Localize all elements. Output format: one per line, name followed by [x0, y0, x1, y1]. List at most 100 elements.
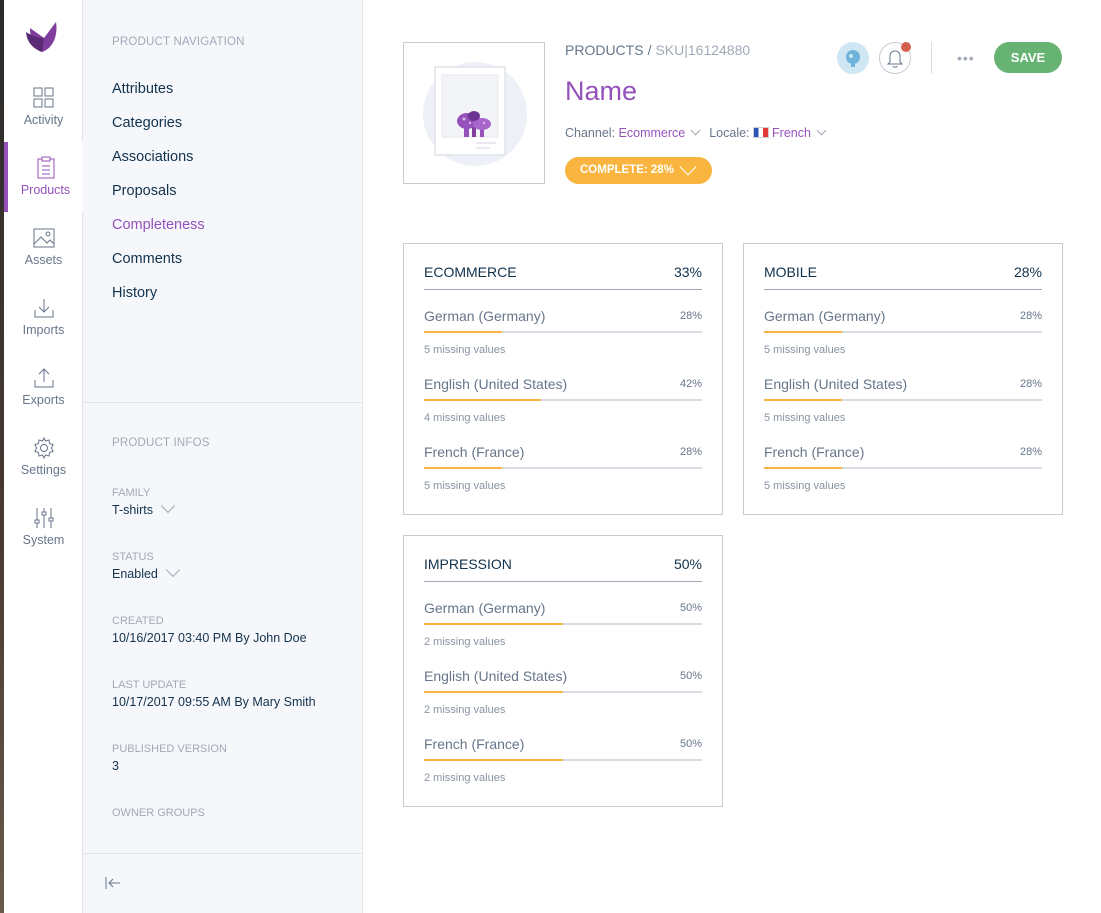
channel-ratio: 28% — [1013, 264, 1042, 280]
published-version-value: 3 — [112, 759, 119, 773]
channel-value: Ecommerce — [618, 126, 686, 140]
progress-track — [764, 467, 1042, 469]
imports-icon — [34, 299, 53, 318]
locale-row: French (France) 28% 5 missing values — [424, 444, 702, 498]
card-header: ECOMMERCE 33% — [424, 264, 702, 290]
status-label: STATUS — [112, 551, 154, 563]
locale-row: English (United States) 28% 5 missing va… — [764, 376, 1042, 430]
channel-name: MOBILE — [764, 264, 817, 280]
missing-values-link[interactable]: 5 missing values — [764, 412, 846, 424]
nav-item-exports[interactable]: Exports — [4, 352, 83, 422]
channel-card: ECOMMERCE 33% German (Germany) 28% 5 mis… — [403, 243, 723, 515]
missing-values-link[interactable]: 5 missing values — [424, 480, 506, 492]
missing-values-link[interactable]: 2 missing values — [424, 704, 506, 716]
akeneo-logo-icon[interactable] — [24, 18, 62, 54]
owner-groups-label: OWNER GROUPS — [112, 807, 205, 819]
channel-card: IMPRESSION 50% German (Germany) 50% 2 mi… — [403, 535, 723, 807]
last-update-value: 10/17/2017 09:55 AM By Mary Smith — [112, 695, 316, 709]
progress-track — [424, 691, 702, 693]
completeness-dropdown[interactable]: COMPLETE: 28% — [565, 157, 712, 184]
missing-values-link[interactable]: 4 missing values — [424, 412, 506, 424]
nav-item-products[interactable]: Products — [4, 142, 83, 212]
locale-name: German (Germany) — [424, 308, 546, 324]
channel-ratio: 50% — [673, 556, 702, 572]
nav-item-system[interactable]: System — [4, 492, 83, 562]
assets-icon — [33, 228, 54, 248]
breadcrumb-products-link[interactable]: PRODUCTS — [565, 42, 644, 58]
locale-name: English (United States) — [424, 668, 568, 684]
chevron-down-icon — [816, 125, 827, 136]
breadcrumb-sku: SKU|16124880 — [655, 42, 751, 58]
locale-value: French — [772, 126, 811, 140]
locale-row: French (France) 28% 5 missing values — [764, 444, 1042, 498]
collapse-column-icon[interactable] — [105, 876, 121, 890]
nav-item-settings[interactable]: Settings — [4, 422, 83, 492]
channel-label: Channel: — [565, 126, 616, 140]
column-link-associations[interactable]: Associations — [112, 149, 194, 165]
missing-values-link[interactable]: 5 missing values — [764, 344, 846, 356]
column-link-proposals[interactable]: Proposals — [112, 183, 177, 199]
locale-ratio: 50% — [679, 738, 702, 750]
progress-fill — [764, 467, 842, 469]
column-link-comments[interactable]: Comments — [112, 251, 183, 267]
channel-switcher[interactable]: Channel: Ecommerce — [565, 125, 709, 140]
missing-values-link[interactable]: 2 missing values — [424, 772, 506, 784]
page-title: Name — [565, 76, 638, 106]
family-value: T-shirts — [112, 503, 153, 517]
product-thumbnail[interactable] — [403, 42, 545, 184]
main-content: PRODUCTS / SKU|16124880 Name Channel: Ecom… — [363, 0, 1101, 913]
activity-icon — [33, 87, 53, 108]
locale-row: German (Germany) 28% 5 missing values — [424, 308, 702, 362]
locale-ratio: 28% — [1019, 310, 1042, 322]
notification-dot — [901, 42, 911, 52]
save-button[interactable]: SAVE — [994, 42, 1062, 73]
locale-switcher[interactable]: Locale: French — [709, 125, 835, 140]
locale-ratio: 50% — [679, 602, 702, 614]
locale-name: French (France) — [424, 736, 525, 752]
locale-name: German (Germany) — [424, 600, 546, 616]
nav-item-label: System — [22, 533, 65, 547]
channel-card: MOBILE 28% German (Germany) 28% 5 missin… — [743, 243, 1063, 515]
user-avatar[interactable] — [837, 42, 869, 74]
progress-fill — [424, 467, 502, 469]
context-switcher: Channel: Ecommerce Locale: French — [565, 125, 835, 140]
breadcrumb-separator: / — [647, 42, 652, 58]
column-link-completeness[interactable]: Completeness — [112, 217, 205, 233]
nav-item-label: Products — [20, 183, 71, 197]
locale-name: French (France) — [764, 444, 865, 460]
notifications-button[interactable] — [879, 42, 911, 74]
progress-track — [424, 759, 702, 761]
column-divider — [83, 402, 363, 403]
chevron-down-icon — [679, 158, 697, 176]
channel-ratio: 33% — [673, 264, 702, 280]
chevron-down-icon — [160, 498, 176, 514]
locale-ratio: 28% — [1019, 378, 1042, 390]
main-navigation: Activity Products Assets Imports Exports — [4, 0, 83, 913]
completeness-badge-label: COMPLETE: 28% — [580, 164, 674, 176]
progress-fill — [424, 759, 563, 761]
nav-item-activity[interactable]: Activity — [4, 72, 83, 142]
missing-values-link[interactable]: 5 missing values — [424, 344, 506, 356]
column-link-history[interactable]: History — [112, 285, 158, 301]
locale-name: English (United States) — [424, 376, 568, 392]
product-image-placeholder-icon — [423, 62, 527, 166]
avatar-icon — [846, 50, 860, 67]
nav-item-assets[interactable]: Assets — [4, 212, 83, 282]
nav-item-label: Exports — [22, 393, 65, 407]
gear-icon — [33, 436, 54, 460]
column-divider — [83, 853, 363, 854]
family-select[interactable]: T-shirts — [112, 498, 176, 517]
column-link-categories[interactable]: Categories — [112, 115, 183, 131]
missing-values-link[interactable]: 2 missing values — [424, 636, 506, 648]
missing-values-link[interactable]: 5 missing values — [764, 480, 846, 492]
progress-fill — [764, 331, 842, 333]
channel-name: IMPRESSION — [424, 556, 512, 572]
products-icon — [37, 156, 54, 179]
progress-fill — [424, 331, 502, 333]
progress-fill — [424, 691, 563, 693]
column-link-attributes[interactable]: Attributes — [112, 81, 174, 97]
locale-name: German (Germany) — [764, 308, 886, 324]
status-select[interactable]: Enabled — [112, 562, 180, 581]
nav-item-imports[interactable]: Imports — [4, 282, 83, 352]
more-actions-button[interactable]: ••• — [957, 50, 975, 66]
